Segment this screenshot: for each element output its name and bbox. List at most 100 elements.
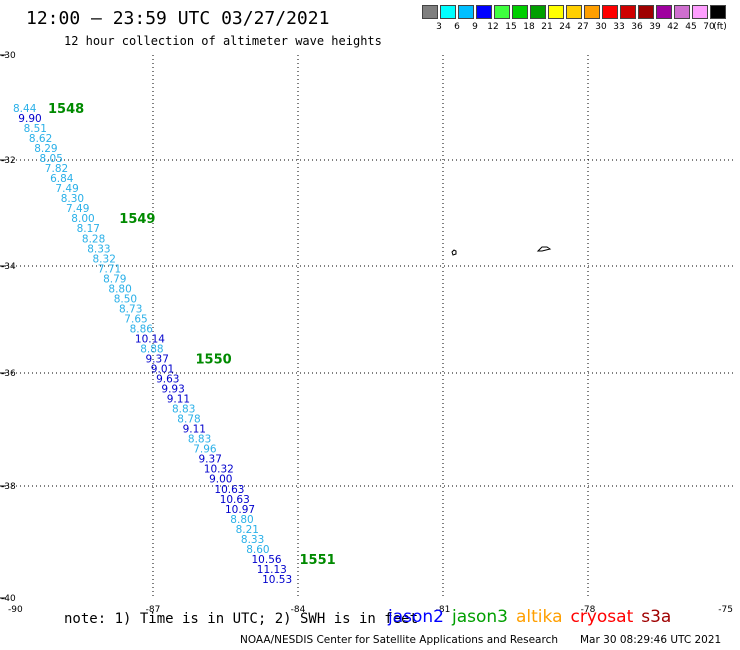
generation-timestamp: Mar 30 08:29:46 UTC 2021 [580, 634, 722, 646]
swh-value: 8.80 [108, 283, 131, 295]
pass-number-label: 1551 [300, 553, 336, 568]
satellite-name: cryosat [570, 607, 634, 627]
swh-value: 8.79 [103, 273, 126, 285]
legend-label: 27 [577, 22, 589, 32]
lon-tick-label: -87 [146, 605, 161, 615]
swh-value: 10.53 [262, 574, 292, 586]
lon-tick-label: -90 [8, 605, 23, 615]
legend-unit: (ft) [713, 22, 727, 32]
swh-value: 8.80 [230, 514, 253, 526]
lat-tick-label: -32 [1, 156, 16, 166]
swh-value: 6.84 [50, 173, 74, 185]
satellite-name: altika [516, 607, 563, 627]
swh-value: 8.30 [61, 193, 84, 205]
legend-swatch [602, 5, 618, 19]
legend-label: 6 [454, 22, 460, 32]
legend-label: 3 [436, 22, 442, 32]
swh-value: 8.83 [188, 434, 211, 446]
swh-value: 7.49 [66, 203, 89, 215]
legend-label: 24 [559, 22, 571, 32]
swh-value: 8.29 [34, 143, 57, 155]
swh-value: 10.56 [252, 554, 282, 566]
lon-tick-label: -75 [718, 605, 733, 615]
map-grid [8, 55, 733, 598]
swh-value: 8.73 [119, 303, 142, 315]
lon-tick-label: -81 [436, 605, 451, 615]
legend-swatch [710, 5, 726, 19]
legend-label: 15 [505, 22, 517, 32]
swh-value: 10.97 [225, 504, 255, 516]
lat-tick-label: -36 [1, 369, 16, 379]
legend-label: 42 [667, 22, 679, 32]
legend-swatch [620, 5, 636, 19]
lat-tick-label: -34 [1, 262, 16, 272]
legend-swatch [638, 5, 654, 19]
altimeter-track: 8.449.908.518.628.298.057.826.847.498.30… [13, 102, 336, 586]
legend-label: 30 [595, 22, 607, 32]
lat-tick-label: -38 [1, 482, 16, 492]
island-alejandro-selkirk [536, 246, 552, 252]
swh-value: 9.01 [151, 364, 174, 376]
legend-swatch [548, 5, 564, 19]
swh-value: 9.11 [183, 424, 206, 436]
swh-value: 10.63 [214, 484, 244, 496]
legend-swatch [584, 5, 600, 19]
swh-value: 8.88 [140, 344, 163, 356]
legend-swatch [512, 5, 528, 19]
swh-value: 9.63 [156, 374, 179, 386]
legend-swatch [422, 5, 438, 19]
lat-tick-label: -30 [1, 51, 16, 61]
swh-value: 7.65 [124, 313, 147, 325]
pass-number-label: 1550 [196, 353, 232, 368]
legend-label: 21 [541, 22, 553, 32]
swh-value: 8.32 [93, 253, 116, 265]
swh-value: 10.32 [204, 464, 234, 476]
island-robinson-crusoe [451, 249, 457, 256]
satellite-name: jason3 [452, 607, 508, 627]
legend-swatch [494, 5, 510, 19]
swh-value: 8.83 [172, 404, 195, 416]
swh-value: 8.17 [77, 223, 100, 235]
swh-value: 8.50 [114, 293, 137, 305]
pass-number-label: 1548 [48, 102, 84, 117]
legend-swatch [674, 5, 690, 19]
swh-value: 11.13 [257, 564, 287, 576]
lon-tick-label: -78 [581, 605, 596, 615]
swh-value: 8.28 [82, 233, 105, 245]
swh-value: 9.00 [209, 474, 232, 486]
legend-label: 45 [685, 22, 697, 32]
swh-value: 9.93 [161, 384, 184, 396]
swh-value: 8.78 [177, 414, 200, 426]
swh-value: 8.51 [24, 123, 47, 135]
legend-swatch [656, 5, 672, 19]
swh-value: 7.49 [55, 183, 78, 195]
swh-value: 8.33 [87, 243, 110, 255]
swh-value: 8.44 [13, 103, 37, 115]
legend-swatch [530, 5, 546, 19]
footer-note: note: 1) Time is in UTC; 2) SWH is in fe… [64, 611, 419, 627]
satellite-name: jason2 [388, 607, 444, 627]
legend-label: 12 [487, 22, 499, 32]
legend-label: 9 [472, 22, 478, 32]
legend-label: 36 [631, 22, 643, 32]
swh-value: 8.21 [236, 524, 259, 536]
satellite-legend: jason2 jason3 altika cryosat s3a [388, 607, 679, 627]
map-title: 12:00 – 23:59 UTC 03/27/2021 [26, 8, 330, 29]
legend-swatch [692, 5, 708, 19]
legend-label: 39 [649, 22, 661, 32]
swh-value: 10.14 [135, 334, 165, 346]
pass-number-label: 1549 [119, 212, 155, 227]
map-subtitle: 12 hour collection of altimeter wave hei… [64, 34, 382, 48]
islands [451, 246, 552, 256]
legend-label: 70 [703, 22, 715, 32]
swh-value: 9.37 [146, 354, 169, 366]
swh-value: 7.82 [45, 163, 68, 175]
legend-swatch [458, 5, 474, 19]
swh-value: 8.00 [71, 213, 94, 225]
satellite-name: s3a [641, 607, 672, 627]
swh-value: 8.05 [40, 153, 63, 165]
legend-label: 33 [613, 22, 625, 32]
swh-value: 7.96 [193, 444, 217, 456]
map-axes: -30 -32 -34 -36 -38 -40-90 -87 -84 -81 -78 -75 [0, 51, 733, 615]
